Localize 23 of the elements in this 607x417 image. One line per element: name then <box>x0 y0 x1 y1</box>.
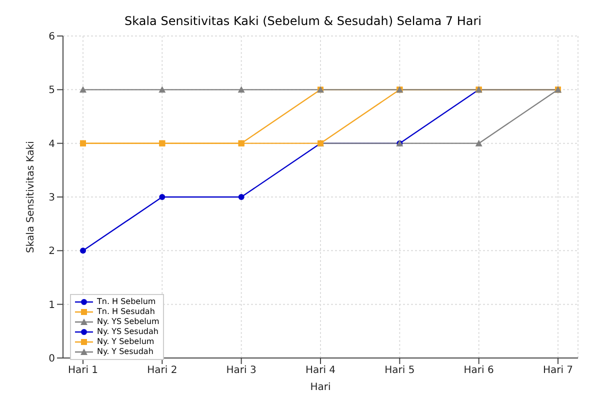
legend-label: Ny. YS Sesudah <box>97 327 158 337</box>
x-axis-title: Hari <box>310 382 331 393</box>
y-tick-label: 0 <box>48 354 55 365</box>
y-tick-label: 3 <box>48 192 55 204</box>
x-tick-label: Hari 2 <box>147 365 178 376</box>
x-tick-label: Hari 7 <box>542 365 574 376</box>
legend-label: Tn. H Sebelum <box>97 297 156 307</box>
legend-label: Ny. Y Sesudah <box>97 347 154 357</box>
y-tick-label: 6 <box>48 32 55 43</box>
y-tick-label: 5 <box>48 85 55 96</box>
x-tick-label: Hari 4 <box>305 365 336 376</box>
x-tick-label: Hari 5 <box>384 365 415 376</box>
legend-label: Tn. H Sesudah <box>97 307 155 317</box>
y-tick-label: 2 <box>48 246 55 258</box>
x-tick-label: Hari 6 <box>464 365 494 376</box>
y-axis-title: Skala Sensitivitas Kaki <box>26 141 37 253</box>
x-tick-label: Hari 3 <box>226 365 256 376</box>
x-tick-label: Hari 1 <box>68 365 98 376</box>
y-tick-label: 4 <box>48 138 55 150</box>
chart-title: Skala Sensitivitas Kaki (Sebelum & Sesudah) Selama 7 Hari <box>124 14 482 28</box>
legend-label: Ny. Y Sebelum <box>97 337 154 347</box>
legend-label: Ny. YS Sebelum <box>97 317 160 327</box>
y-tick-label: 1 <box>48 300 55 311</box>
